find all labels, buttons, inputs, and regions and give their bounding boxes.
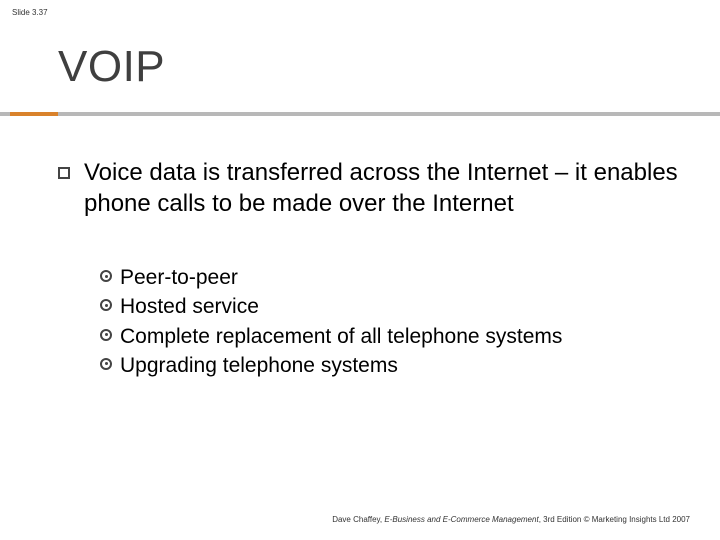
sub-bullet-text: Peer-to-peer — [120, 264, 238, 291]
list-item: Complete replacement of all telephone sy… — [100, 323, 660, 350]
sub-bullet-text: Upgrading telephone systems — [120, 352, 398, 379]
circle-bullet-icon — [100, 358, 112, 370]
slide-footer: Dave Chaffey, E-Business and E-Commerce … — [332, 515, 690, 524]
footer-edition: , 3rd Edition © Marketing Insights Ltd 2… — [539, 515, 690, 524]
main-bullet-text: Voice data is transferred across the Int… — [84, 158, 680, 219]
circle-bullet-icon — [100, 299, 112, 311]
title-divider — [0, 112, 720, 116]
title-accent — [10, 112, 58, 116]
circle-bullet-icon — [100, 270, 112, 282]
sub-bullet-text: Complete replacement of all telephone sy… — [120, 323, 562, 350]
sub-bullet-text: Hosted service — [120, 293, 259, 320]
circle-bullet-icon — [100, 329, 112, 341]
slide-title: VOIP — [58, 42, 165, 92]
sub-bullet-list: Peer-to-peer Hosted service Complete rep… — [100, 264, 660, 381]
main-bullet: Voice data is transferred across the Int… — [58, 158, 680, 219]
footer-book-title: E-Business and E-Commerce Management — [384, 515, 538, 524]
footer-author: Dave Chaffey, — [332, 515, 384, 524]
list-item: Peer-to-peer — [100, 264, 660, 291]
list-item: Hosted service — [100, 293, 660, 320]
square-bullet-icon — [58, 167, 70, 179]
list-item: Upgrading telephone systems — [100, 352, 660, 379]
slide-number: Slide 3.37 — [12, 8, 48, 17]
